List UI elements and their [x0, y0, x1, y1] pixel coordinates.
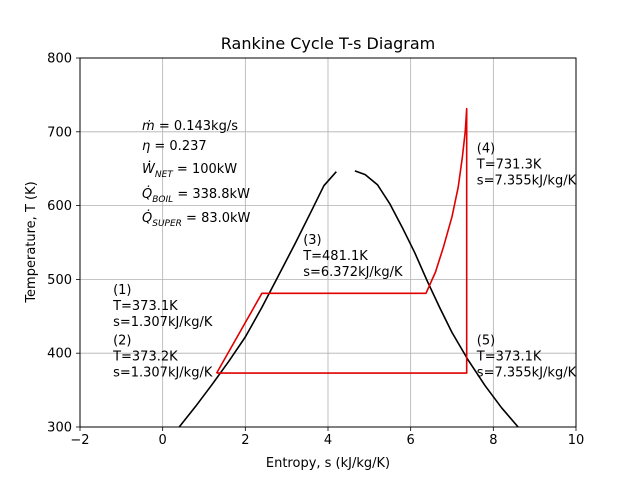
state-point-label: T=373.1K — [112, 299, 178, 314]
y-axis-label: Temperature, T (K) — [24, 181, 39, 303]
x-tick-label: 8 — [489, 433, 497, 448]
x-tick-label: 4 — [324, 433, 332, 448]
state-point-label: (2) — [113, 333, 131, 348]
efficiency-value: = 0.237 — [154, 139, 206, 154]
info-block: ṁ = 0.143kg/s η = 0.237 ẆNET = 100kW Q̇B… — [142, 119, 251, 230]
rankine-cycle-path — [215, 107, 468, 374]
x-tick-label: 6 — [407, 433, 415, 448]
y-tick-label: 300 — [47, 421, 72, 436]
y-tick-label: 600 — [47, 199, 72, 214]
superheat-value: = 83.0kW — [186, 211, 250, 226]
state-point-label: (4) — [477, 141, 495, 156]
y-tick-label: 400 — [47, 347, 72, 362]
net-work-value: = 100kW — [177, 162, 237, 177]
state-point-label: s=1.307kJ/kg/K — [113, 365, 213, 380]
ticks: −2 0 2 4 6 8 10 300 400 500 600 700 800 — [47, 52, 584, 449]
y-tick-label: 500 — [47, 273, 72, 288]
state-point-label: s=1.307kJ/kg/K — [113, 315, 213, 330]
x-axis-label: Entropy, s (kJ/kg/K) — [266, 456, 390, 471]
superheat-line: Q̇SUPER = 83.0kW — [142, 211, 251, 230]
state-point-label: s=7.355kJ/kg/K — [477, 173, 577, 188]
x-tick-label: 2 — [241, 433, 249, 448]
net-work-line: ẆNET = 100kW — [142, 161, 237, 181]
annotations: (1)T=373.1Ks=1.307kJ/kg/K(2)T=373.2Ks=1.… — [112, 141, 577, 380]
x-tick-label: −2 — [70, 433, 89, 448]
series-layer — [178, 107, 519, 428]
y-tick-label: 700 — [47, 125, 72, 140]
state-point-label: s=6.372kJ/kg/K — [303, 265, 403, 280]
boiler-heat-value: = 338.8kW — [177, 187, 250, 202]
state-point-label: (5) — [477, 333, 495, 348]
state-point-label: T=731.3K — [476, 157, 542, 172]
x-tick-label: 0 — [159, 433, 167, 448]
state-point-label: (3) — [303, 233, 321, 248]
efficiency-line: η = 0.237 — [142, 139, 207, 154]
state-point-label: T=373.1K — [476, 349, 542, 364]
state-point-label: s=7.355kJ/kg/K — [477, 365, 577, 380]
state-point-label: T=373.2K — [112, 349, 178, 364]
y-tick-label: 800 — [47, 52, 72, 67]
mass-flow-line: ṁ = 0.143kg/s — [142, 119, 238, 134]
saturation-curve-liquid — [178, 171, 337, 428]
state-point-label: T=481.1K — [302, 249, 368, 264]
saturation-curve-vapor — [354, 170, 519, 428]
x-tick-label: 10 — [568, 433, 585, 448]
boiler-heat-line: Q̇BOIL = 338.8kW — [142, 187, 250, 206]
chart-title: Rankine Cycle T-s Diagram — [221, 34, 436, 53]
mass-flow-value: = 0.143kg/s — [159, 119, 238, 134]
state-point-label: (1) — [113, 283, 131, 298]
